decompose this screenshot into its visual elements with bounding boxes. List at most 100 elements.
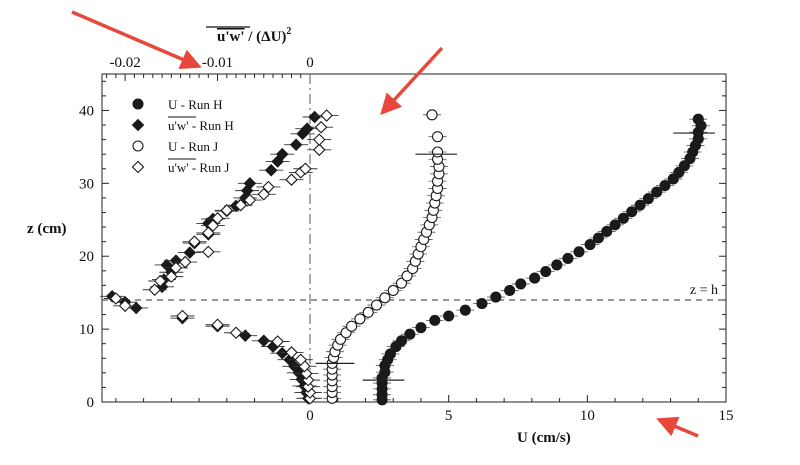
data-point (178, 255, 192, 269)
data-point (651, 186, 663, 198)
data-point (294, 353, 308, 367)
data-point (206, 219, 220, 232)
data-point (443, 310, 455, 322)
data-point (592, 232, 604, 244)
data-point (659, 179, 671, 192)
data-point (314, 120, 328, 134)
data-point (642, 193, 654, 205)
data-point (490, 291, 502, 303)
legend-label: u'w' - Run H (168, 118, 234, 133)
data-point (239, 329, 252, 342)
data-point (243, 193, 257, 207)
top-tick-label: 0 (306, 55, 314, 71)
data-point (404, 328, 416, 340)
bottom-tick-label: 15 (719, 408, 734, 424)
legend-label-overlined: u'w' (168, 118, 189, 133)
top-tick-label: -0.02 (109, 55, 140, 71)
top-axis-title-exponent: 2 (286, 26, 291, 37)
annotation-arrow-top-left (71, 10, 202, 70)
data-point (515, 278, 527, 290)
data-point (362, 306, 374, 318)
data-point (211, 212, 224, 225)
left-tick-label: 20 (79, 249, 94, 265)
data-point (384, 348, 396, 360)
top-tick-label: -0.01 (202, 55, 233, 71)
data-point (257, 187, 271, 201)
top-axis-title-rest: / (ΔU) (245, 29, 287, 45)
bottom-tick-label: 10 (580, 408, 595, 424)
data-point (540, 265, 552, 278)
data-point (562, 252, 574, 264)
data-point (346, 320, 358, 332)
legend-label-text: - Run J (189, 160, 230, 175)
data-point (601, 225, 613, 237)
data-point (109, 292, 123, 305)
legend-label-text: - Run H (189, 118, 234, 133)
bottom-tick-label: 0 (306, 408, 314, 424)
data-point (285, 173, 298, 186)
bottom-tick-label: 5 (445, 408, 453, 424)
left-axis-title: z (cm) (27, 221, 67, 237)
data-point (183, 246, 197, 259)
data-point (634, 199, 646, 211)
legend-label-overlined: u'w' (168, 160, 189, 175)
data-point (271, 155, 284, 168)
data-point (229, 326, 243, 340)
data-point (169, 261, 183, 275)
data-point (312, 143, 326, 157)
annotation-arrow-top-center (380, 46, 444, 116)
legend-marker (131, 160, 145, 174)
data-point (202, 226, 215, 240)
data-point (504, 284, 516, 297)
data-point (395, 277, 408, 289)
data-point (459, 304, 471, 316)
legend-label-text: U - Run H (168, 97, 223, 112)
series-3 (103, 109, 339, 405)
data-point (320, 109, 333, 122)
data-point (271, 335, 284, 348)
data-point (312, 133, 326, 146)
data-point (354, 313, 366, 325)
data-point (153, 274, 167, 288)
bottom-axis-title: U (cm/s) (517, 430, 571, 446)
data-point (626, 206, 638, 218)
annotation-arrow-bottom-right (656, 416, 699, 438)
data-point (275, 147, 289, 161)
data-point (429, 314, 441, 326)
legend-marker (132, 98, 144, 110)
data-point (617, 212, 629, 224)
data-point (529, 272, 541, 284)
annotation-arrows (71, 10, 699, 438)
data-point (129, 301, 143, 315)
data-point (289, 138, 303, 151)
data-point (176, 309, 189, 323)
data-point (609, 219, 621, 231)
data-point (202, 245, 215, 259)
data-point (211, 318, 224, 332)
data-point (148, 283, 161, 297)
data-point (165, 270, 178, 283)
data-point (118, 299, 132, 313)
legend-label-text: U - Run J (168, 139, 218, 154)
data-point (275, 346, 289, 360)
data-point (262, 180, 275, 194)
legend-label: u'w' - Run J (168, 160, 229, 175)
data-point (234, 198, 247, 212)
data-point (379, 292, 391, 304)
top-axis-title: u'w' / (ΔU)2 (217, 26, 291, 45)
left-tick-label: 40 (79, 103, 94, 119)
reference-line-label: z = h (690, 283, 718, 298)
series-0 (373, 113, 711, 406)
data-point (188, 235, 201, 248)
data-point (257, 334, 271, 348)
data-point (692, 113, 704, 125)
legend-label: U - Run H (168, 97, 223, 112)
left-tick-label: 0 (87, 395, 95, 411)
plot-frame (101, 73, 727, 403)
data-point (243, 177, 257, 190)
series-2 (323, 109, 448, 404)
data-point (678, 160, 690, 172)
left-tick-label: 30 (79, 176, 94, 192)
data-point (301, 380, 315, 393)
